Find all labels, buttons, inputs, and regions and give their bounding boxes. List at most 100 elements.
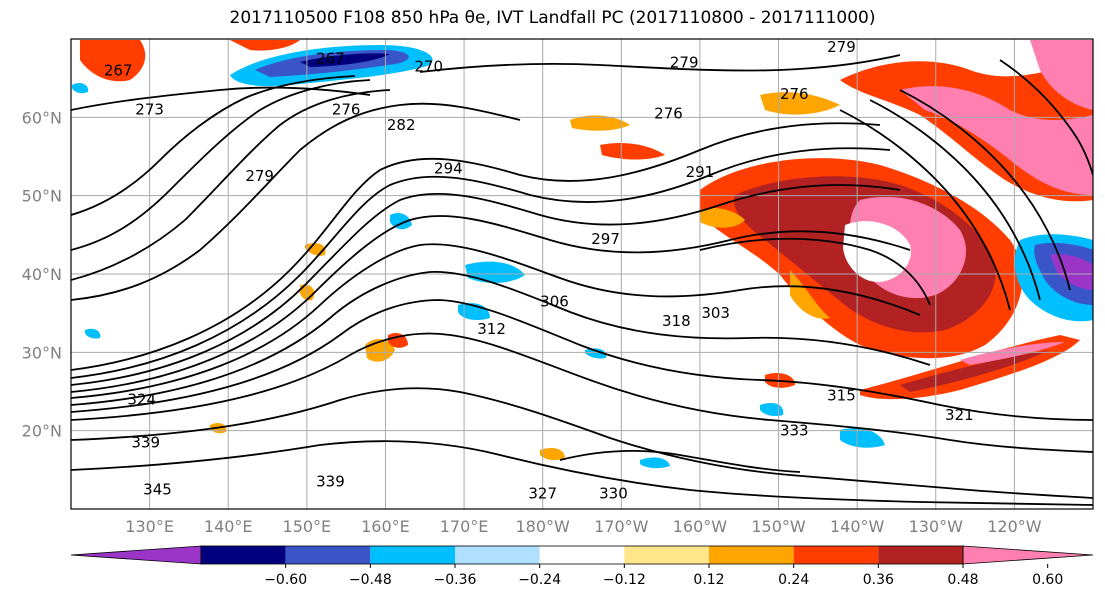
contour-line [71,387,1093,499]
positive-anomaly-region [900,86,1093,195]
negative-anomaly-region [840,428,885,448]
colorbar-tick-label: 0.60 [1032,572,1063,588]
latitude-label: 40°N [22,265,62,284]
contour-line [71,243,921,399]
longitude-labels: 130°E 140°E 150°E 160°E 170°E 180°W 170°W 160°W… [125,517,1041,536]
longitude-label: 140°W [830,517,885,536]
contour-label: 267 [104,61,133,79]
positive-anomaly-region [600,143,665,160]
contour-label: 315 [827,386,856,404]
positive-anomaly-region [230,40,300,51]
contour-line [71,102,521,301]
positive-anomaly-region [80,40,146,82]
latitude-label: 20°N [22,422,62,441]
contour-label: 279 [245,167,274,185]
contour-label: 303 [701,304,730,322]
positive-anomaly-region [760,92,840,115]
contour-label: 276 [654,104,683,122]
contour-label: 276 [332,101,361,119]
negative-anomaly-region [760,403,784,417]
colorbar-tick-label: −0.48 [349,572,392,588]
colorbar-segment [793,546,879,564]
colorbar-segment [539,546,625,564]
colorbar-segment [624,546,709,564]
contour-line [71,86,371,111]
positive-anomaly-region [540,447,565,461]
colorbar-tick-label: 0.36 [863,572,894,588]
contour-label: 327 [528,484,557,502]
graticule [71,39,1093,509]
map-plot-area: 267 267 270 279 279 273 276 282 276 276 279 294 291 2… [71,38,1093,509]
colorbar-segment [285,546,371,564]
contour-label: 267 [316,50,345,68]
colorbar-tick-label: −0.36 [434,572,477,588]
contour-label: 291 [686,163,715,181]
theta-e-contours [71,54,1093,506]
colorbar-segment [878,546,963,564]
contour-label: 312 [477,320,506,338]
map-title: 2017110500 F108 850 hPa θe, IVT Landfall… [229,8,876,28]
positive-anomaly-region [900,350,1050,392]
colorbar-segment [370,546,455,564]
latitude-label: 60°N [22,108,62,127]
contour-label: 279 [827,38,856,56]
map-border [70,38,1094,510]
positive-anomaly-region [960,342,1065,365]
contour-line [699,237,931,306]
contour-label: 345 [143,480,172,498]
longitude-label: 160°E [361,517,410,536]
positive-anomaly-region [790,270,830,319]
positive-anomaly-region [388,333,408,348]
contour-line [71,440,1093,506]
colorbar-tick-label: −0.60 [264,572,307,588]
contour-line [71,184,901,386]
positive-anomaly-region [1030,40,1093,110]
contour-label: 339 [131,433,160,451]
colorbar-tick-label: −0.12 [603,572,646,588]
colorbar: −0.60 −0.48 −0.36 −0.24 −0.12 0.12 0.24 0.36 0.4… [70,545,1094,588]
latitude-labels: 60°N 50°N 40°N 30°N 20°N [22,108,62,440]
latitude-label: 30°N [22,343,62,362]
positive-anomaly-region [700,208,745,228]
longitude-label: 160°W [673,517,728,536]
contour-line [71,147,891,379]
contour-line [839,109,1011,311]
contour-line [71,299,1093,421]
negative-anomaly-region [1050,254,1093,290]
contour-line [899,89,1071,291]
colorbar-tick-label: 0.48 [947,572,978,588]
negative-anomaly-region [72,82,89,94]
longitude-label: 150°W [751,517,806,536]
colorbar-segment [201,546,286,564]
contour-label: 318 [662,312,691,330]
colorbar-segment [455,546,540,564]
negative-anomaly-region [390,213,412,230]
colorbar-extend-max [962,545,1094,565]
contour-line [71,75,356,216]
longitude-label: 170°E [440,517,489,536]
positive-anomaly-region [570,115,630,131]
longitude-label: 170°W [594,517,649,536]
longitude-label: 130°E [125,517,174,536]
contour-label: 279 [670,54,699,72]
contour-line [71,332,1093,453]
colorbar-tick-label: 0.24 [778,572,809,588]
colorbar-tick-label: −0.24 [518,572,561,588]
contour-line [559,449,801,473]
contour-label: 321 [945,406,974,424]
longitude-label: 130°W [909,517,964,536]
contour-line [71,89,391,281]
colorbar-extend-min [70,545,202,565]
contour-label: 339 [316,473,345,491]
longitude-label: 140°E [204,517,253,536]
colorbar-segment [709,546,794,564]
shaded-fields [72,40,1093,469]
contour-line [71,271,931,406]
contour-label: 273 [135,101,164,119]
colorbar-outline [200,545,964,565]
contour-label: 276 [780,85,809,103]
longitude-label: 120°W [987,517,1042,536]
contour-labels: 267 267 270 279 279 273 276 282 276 276 279 294 291 2… [104,38,974,509]
contour-label: 306 [540,292,569,310]
contour-label: 294 [434,159,463,177]
